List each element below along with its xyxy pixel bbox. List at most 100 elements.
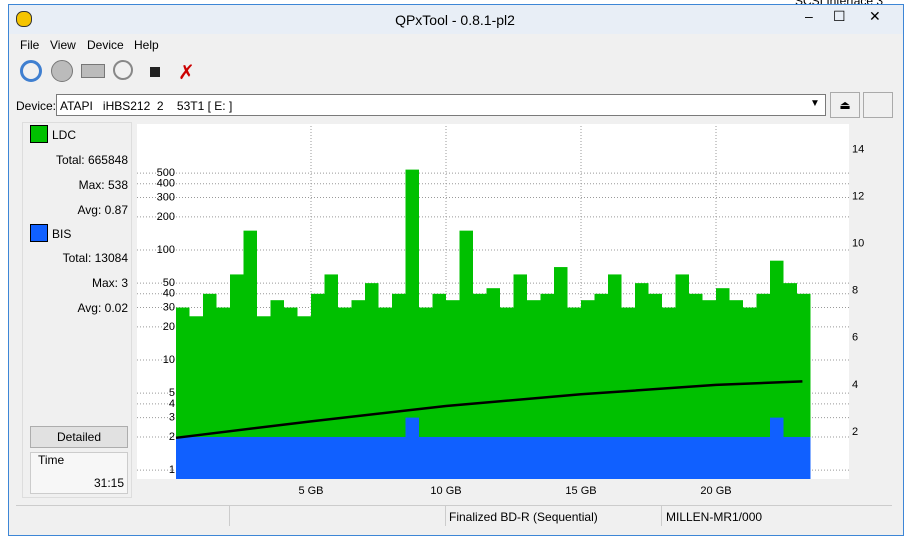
bar	[540, 293, 554, 479]
toolbar-refresh[interactable]	[20, 60, 42, 82]
y-tick-label: 10	[163, 354, 175, 366]
stat: Max: 538	[78, 178, 128, 192]
bar	[365, 436, 379, 479]
y2-tick-label: 10	[852, 238, 864, 250]
bar	[702, 300, 716, 479]
toolbar-stop[interactable]	[150, 67, 160, 77]
bar	[392, 436, 406, 479]
window-buttons[interactable]: – ☐ ✕	[805, 8, 881, 24]
bar	[608, 436, 622, 479]
toolbar-disc[interactable]	[51, 60, 73, 82]
title-bar	[9, 5, 903, 34]
bar	[230, 436, 244, 479]
bar	[770, 417, 784, 479]
bar	[459, 436, 473, 479]
bar	[513, 274, 527, 479]
bar	[311, 293, 325, 479]
bar	[216, 307, 230, 479]
app-icon	[16, 11, 32, 27]
bar	[635, 283, 649, 479]
time-label: Time	[38, 453, 65, 467]
bar	[338, 307, 352, 479]
bar	[702, 436, 716, 479]
lock-button[interactable]	[863, 92, 893, 118]
y-tick-label: 3	[169, 412, 175, 424]
bar	[743, 307, 757, 479]
bar	[594, 293, 608, 479]
bar	[284, 436, 298, 479]
bar	[554, 267, 568, 479]
bar	[297, 436, 311, 479]
bar	[662, 436, 676, 479]
toolbar-drive[interactable]	[81, 64, 105, 78]
toolbar-scan[interactable]	[113, 60, 133, 80]
bar	[473, 293, 487, 479]
bar	[324, 274, 338, 479]
bar	[581, 300, 595, 479]
bar	[689, 436, 703, 479]
bar	[797, 293, 811, 479]
detailed-button[interactable]: Detailed	[30, 426, 128, 448]
bar	[621, 307, 635, 479]
bar	[527, 436, 541, 479]
legend-label: LDC	[52, 128, 77, 142]
bar	[230, 274, 244, 479]
bar	[567, 436, 581, 479]
status-sep	[445, 506, 446, 526]
bar	[756, 436, 770, 479]
bar	[203, 436, 217, 479]
y-tick-label: 20	[163, 321, 175, 333]
device-combo[interactable]	[56, 94, 826, 116]
y-tick-label: 200	[157, 211, 175, 223]
y2-tick-label: 14	[852, 143, 864, 155]
bar	[756, 293, 770, 479]
combo-arrow[interactable]: ▼	[810, 98, 820, 109]
x-tick-label: 10 GB	[430, 485, 461, 497]
bar	[554, 436, 568, 479]
eject-button[interactable]: ⏏	[830, 92, 860, 118]
bar	[540, 436, 554, 479]
bar	[675, 436, 689, 479]
bar	[662, 307, 676, 479]
bar	[243, 436, 257, 479]
bar	[432, 293, 446, 479]
bar	[473, 436, 487, 479]
bar	[311, 436, 325, 479]
menu-item[interactable]: File	[20, 38, 40, 52]
y2-tick-label: 12	[852, 191, 864, 203]
status-bar	[16, 505, 892, 528]
device-name: ATAPI iHBS212 2 53T1 [ E: ]	[60, 99, 233, 113]
bar	[513, 436, 527, 479]
y2-tick-label: 4	[852, 379, 858, 391]
y-tick-label: 2	[169, 431, 175, 443]
y-tick-label: 300	[157, 191, 175, 203]
menu-item[interactable]: Help	[134, 38, 159, 52]
bar	[729, 436, 743, 479]
bar	[797, 436, 811, 479]
status-text: MILLEN-MR1/000	[666, 510, 763, 524]
bar	[446, 436, 460, 479]
bar	[432, 436, 446, 479]
bar	[608, 274, 622, 479]
stat: Total: 13084	[62, 251, 128, 265]
menu-item[interactable]: View	[50, 38, 76, 52]
bar	[675, 274, 689, 479]
bar	[621, 436, 635, 479]
bar	[405, 417, 419, 479]
status-sep	[661, 506, 662, 526]
legend-swatch	[30, 125, 48, 143]
legend-swatch	[30, 224, 48, 242]
y-tick-label: 500	[157, 167, 175, 179]
bar	[581, 436, 595, 479]
bar	[500, 307, 514, 479]
menu-item[interactable]: Device	[87, 38, 124, 52]
bar	[189, 436, 203, 479]
bar	[594, 436, 608, 479]
bar	[338, 436, 352, 479]
bar	[284, 307, 298, 479]
y-tick-label: 400	[157, 178, 175, 190]
y-tick-label: 40	[163, 288, 175, 300]
toolbar-tools[interactable]: ✗	[178, 62, 195, 84]
